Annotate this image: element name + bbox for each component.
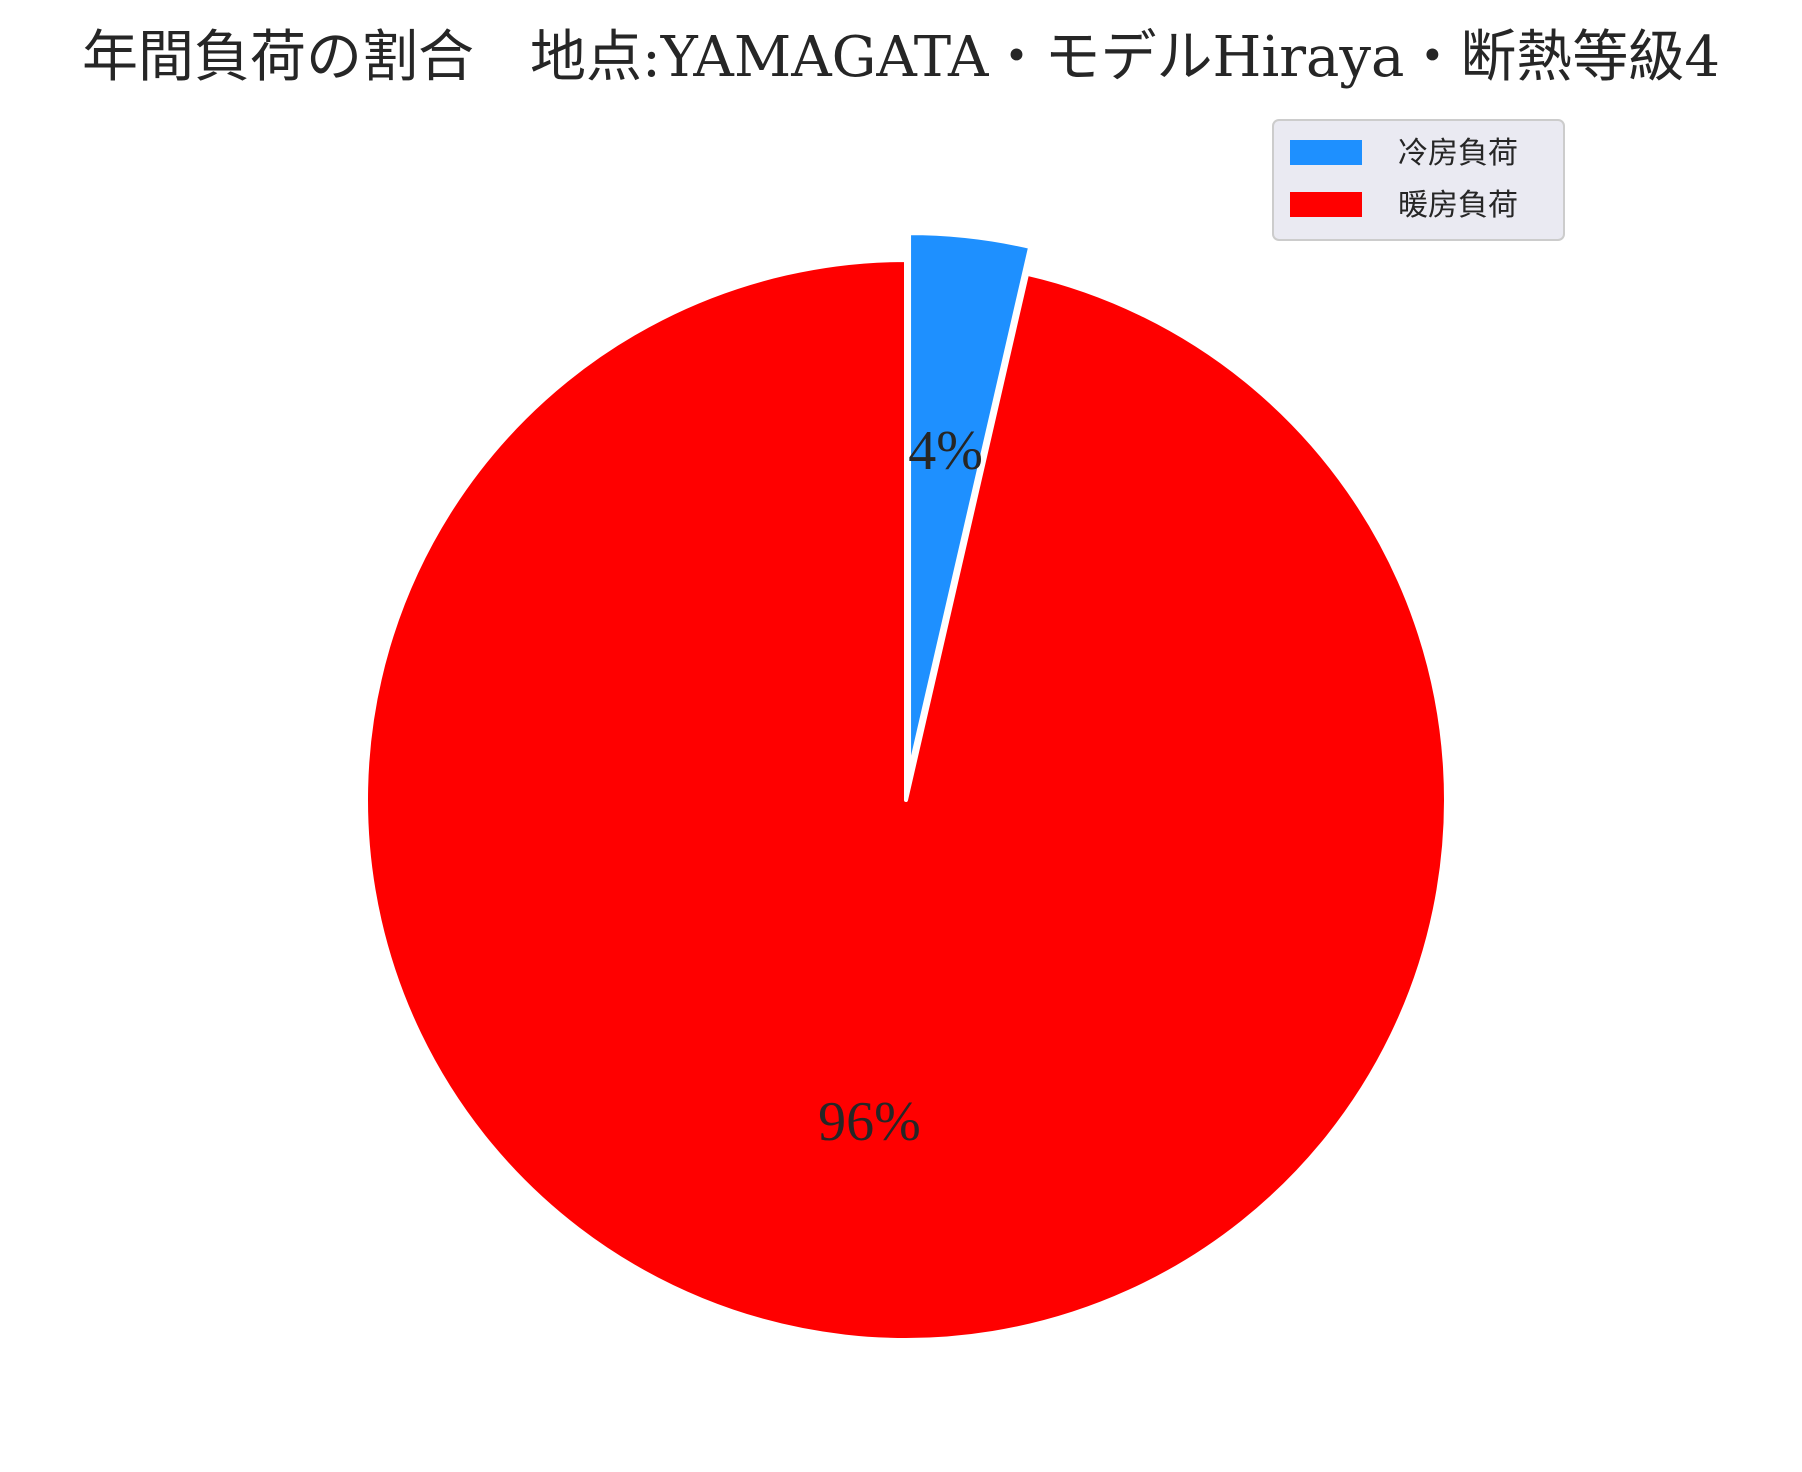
pie-slice-heating (364, 258, 1448, 1342)
legend-swatch-cooling (1290, 140, 1362, 165)
pie-percentage-labels: 4% 96% (818, 420, 983, 1153)
chart-title: 年間負荷の割合 地点:YAMAGATA・モデルHiraya・断熱等級4 (82, 25, 1720, 90)
legend-label-heating: 暖房負荷 (1398, 188, 1518, 223)
legend: 冷房負荷 暖房負荷 (1272, 119, 1565, 241)
pie-wedges (364, 231, 1448, 1342)
legend-swatch-heating (1290, 192, 1362, 217)
pie-label-heating: 96% (818, 1091, 921, 1153)
pie-slice-cooling (907, 231, 1033, 776)
pie-label-cooling: 4% (908, 420, 983, 482)
legend-label-cooling: 冷房負荷 (1398, 136, 1518, 171)
